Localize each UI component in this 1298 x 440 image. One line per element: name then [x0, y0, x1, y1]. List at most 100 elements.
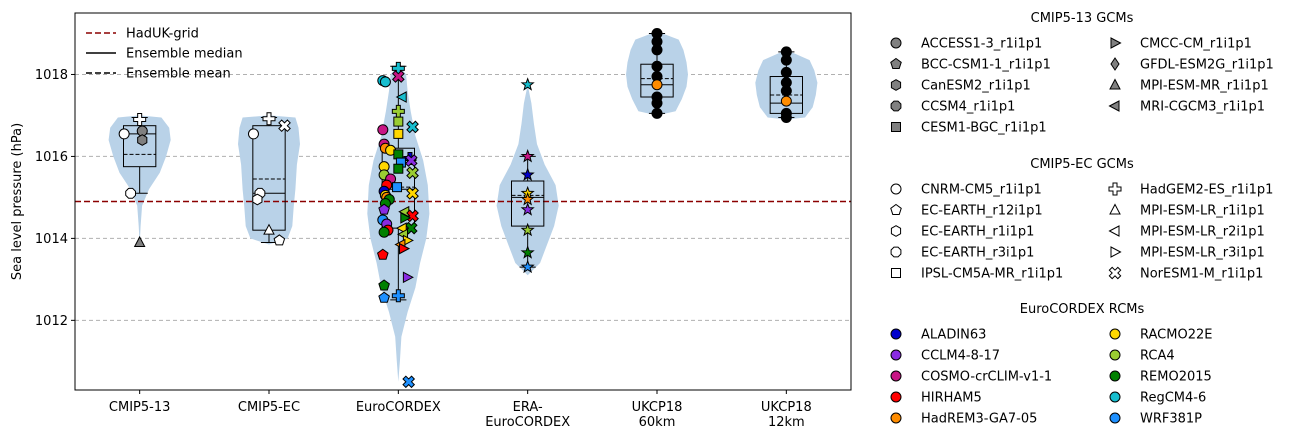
legend-marker	[890, 225, 902, 237]
data-point-UKCP18 member	[780, 95, 792, 107]
data-point-WRF381P	[402, 375, 416, 389]
x-tick-label: CMIP5-EC	[238, 400, 300, 415]
data-point-RegCM4-6	[379, 76, 391, 88]
legend-label: COSMO-crCLIM-v1-1	[921, 370, 1052, 385]
legend-label: CCLM4-8-17	[921, 349, 1000, 364]
legend-label: ALADIN63	[921, 328, 986, 343]
legend-marker	[1109, 349, 1121, 361]
legend-section-title: CMIP5-13 GCMs	[1031, 11, 1134, 26]
legend-label: HadREM3-GA7-05	[921, 412, 1037, 427]
legend-line-label: Ensemble median	[126, 47, 243, 62]
data-point-EC-EARTH_r3i1p1	[125, 187, 137, 199]
legend-label: CESM1-BGC_r1i1p1	[921, 121, 1047, 136]
data-point-CCLM4-8-17	[520, 202, 535, 216]
x-tick-label: UKCP18	[632, 400, 683, 415]
y-axis-label: Sea level pressure (hPa)	[10, 123, 25, 280]
data-point-HIRHAM5	[399, 242, 411, 255]
data-point-UKCP18 member	[651, 60, 663, 72]
legend-marker	[1108, 100, 1120, 112]
legend-marker	[891, 122, 901, 132]
legend-line-label: HadUK-grid	[126, 27, 199, 42]
legend-marker	[1109, 391, 1121, 403]
data-point-RegCM4-6	[520, 77, 535, 91]
x-tick-label: UKCP18	[761, 400, 812, 415]
data-point-CCLM4-8-17	[402, 271, 414, 284]
x-tick-label: EuroCORDEX	[485, 415, 570, 430]
data-point-WRF381P	[392, 182, 403, 193]
data-point-REMO2015	[378, 226, 390, 238]
legend-marker	[890, 203, 902, 215]
data-point-RegCM4-6	[406, 120, 419, 134]
legend-marker	[890, 370, 902, 382]
data-point-WRF381P	[520, 259, 535, 274]
legend-marker	[890, 412, 902, 424]
x-tick-label: CMIP5-13	[109, 400, 170, 415]
data-point-UKCP18 member	[651, 107, 663, 119]
legend-label: EC-EARTH_r3i1p1	[921, 246, 1034, 261]
data-point-REMO2015	[400, 212, 412, 224]
data-point-HadGEM2-ES_r1i1p1	[133, 113, 147, 127]
legend-label: MPI-ESM-LR_r1i1p1	[1140, 204, 1265, 219]
legend-label: CCSM4_r1i1p1	[921, 100, 1015, 115]
data-point-RACMO22E	[406, 186, 419, 200]
legend-marker	[890, 328, 902, 340]
legend-label: BCC-CSM1-1_r1i1p1	[921, 58, 1051, 73]
line-legend: HadUK-grid Ensemble median Ensemble mean	[86, 27, 243, 82]
data-point-RACMO22E	[393, 128, 404, 139]
legend-section-title: CMIP5-EC GCMs	[1030, 157, 1134, 172]
legend-marker	[891, 268, 901, 278]
legend-marker	[890, 100, 902, 112]
data-point-CCLM4-8-17	[378, 203, 390, 215]
legend-label: MPI-ESM-MR_r1i1p1	[1140, 79, 1269, 94]
y-tick-label: 1014	[35, 232, 68, 247]
legend-marker	[890, 79, 902, 91]
legend-label: GFDL-ESM2G_r1i1p1	[1140, 58, 1274, 73]
data-point-CCLM4-8-17	[404, 154, 418, 167]
legend-label: MRI-CGCM3_r1i1p1	[1140, 100, 1265, 115]
data-point-COSMO-crCLIM-v1-1	[377, 124, 389, 136]
legend-label: HIRHAM5	[921, 391, 982, 406]
data-point-HadGEM2-ES_r1i1p1	[262, 112, 276, 126]
legend-marker	[1109, 370, 1121, 382]
legend-marker	[1108, 266, 1122, 280]
legend-marker	[1109, 203, 1121, 215]
legend-label: CNRM-CM5_r1i1p1	[921, 183, 1042, 198]
data-points	[118, 27, 792, 389]
data-point-REMO2015	[393, 163, 404, 174]
data-point-EC-EARTH_r1i1p1	[252, 193, 263, 206]
data-point-UKCP18 member	[651, 79, 663, 91]
data-point-MPI-ESM-MR_r1i1p1	[133, 235, 146, 247]
legend-label: MPI-ESM-LR_r2i1p1	[1140, 225, 1265, 240]
data-point-RCA4	[520, 222, 535, 237]
legend-marker	[1110, 37, 1122, 49]
data-point-RCA4	[393, 116, 404, 127]
data-point-CCSM4_r1i1p1	[137, 134, 148, 146]
legend-label: HadGEM2-ES_r1i1p1	[1140, 183, 1273, 198]
legend-label: EC-EARTH_r1i1p1	[921, 225, 1034, 240]
legend-label: CanESM2_r1i1p1	[921, 79, 1031, 94]
legend-marker	[1109, 78, 1121, 90]
data-point-UKCP18 member	[780, 85, 792, 97]
legend-label: REMO2015	[1140, 370, 1212, 385]
legend-label: RACMO22E	[1140, 328, 1212, 343]
x-tick-label: 12km	[768, 415, 805, 430]
data-point-UKCP18 member	[780, 54, 792, 66]
violin-1	[238, 115, 300, 245]
data-point-REMO2015	[378, 279, 390, 291]
data-point-RCA4	[406, 166, 419, 180]
legend-label: NorESM1-M_r1i1p1	[1140, 267, 1263, 282]
x-tick-label: ERA-	[513, 400, 543, 415]
data-point-UKCP18 member	[651, 97, 663, 109]
data-point-RegCM4-6	[395, 91, 407, 103]
legend-label: CMCC-CM_r1i1p1	[1140, 37, 1252, 52]
legend-section-title: EuroCORDEX RCMs	[1020, 302, 1145, 317]
legend-marker	[1110, 246, 1122, 258]
data-point-REMO2015	[404, 221, 418, 235]
data-point-RACMO22E	[395, 222, 407, 234]
plot-frame	[74, 12, 852, 391]
grid-lines	[75, 73, 851, 321]
legend-label: ACCESS1-3_r1i1p1	[921, 37, 1042, 52]
data-point-EC-EARTH_r12i1p1	[273, 234, 286, 246]
data-point-COSMO-crCLIM-v1-1	[520, 148, 535, 163]
axes: 1012 1014 1016 1018 CMIP5-13 CMIP5-EC EuroCORD…	[10, 12, 852, 430]
